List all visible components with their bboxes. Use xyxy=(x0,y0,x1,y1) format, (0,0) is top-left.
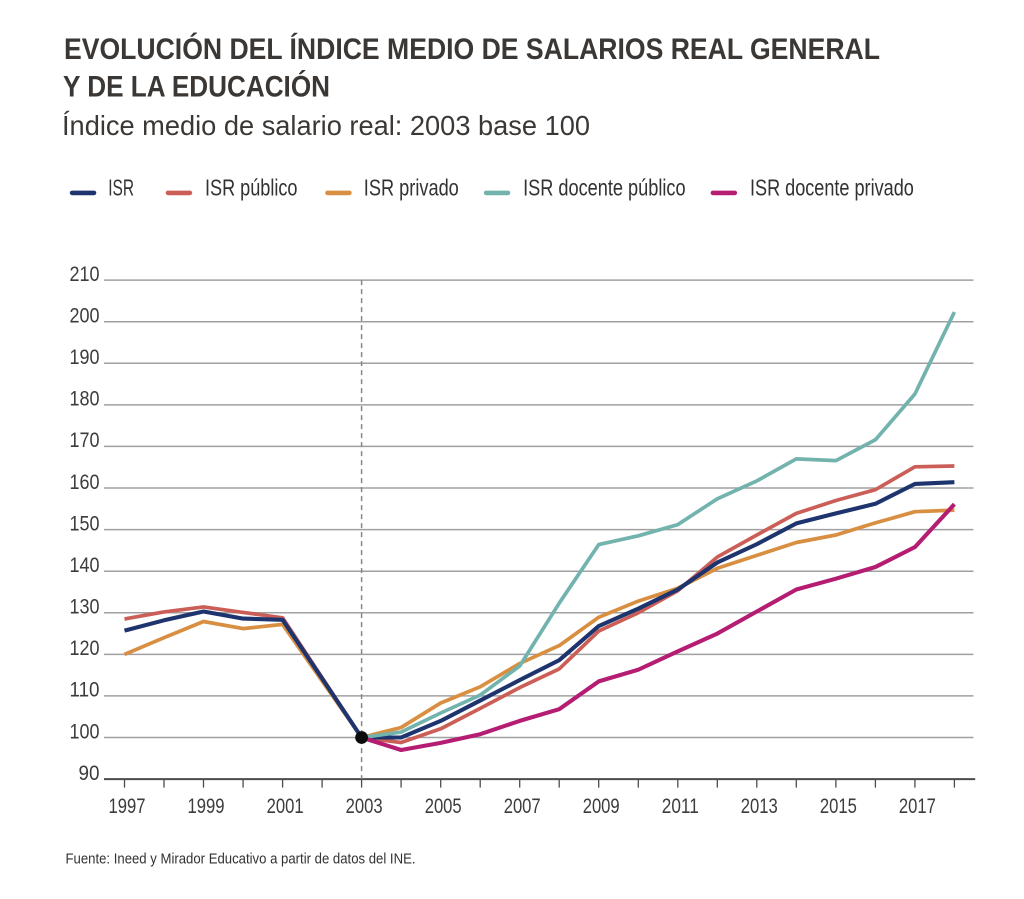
svg-text:140: 140 xyxy=(70,553,100,577)
svg-text:2015: 2015 xyxy=(820,794,857,818)
svg-text:ISR público: ISR público xyxy=(205,174,298,200)
svg-text:2007: 2007 xyxy=(504,794,541,818)
svg-text:2017: 2017 xyxy=(899,794,936,818)
svg-text:210: 210 xyxy=(70,262,100,286)
svg-text:120: 120 xyxy=(70,636,100,660)
svg-text:170: 170 xyxy=(70,428,100,452)
svg-text:EVOLUCIÓN DEL ÍNDICE MEDIO DE: EVOLUCIÓN DEL ÍNDICE MEDIO DE SALARIOS R… xyxy=(64,32,880,66)
svg-text:130: 130 xyxy=(70,595,100,619)
svg-text:150: 150 xyxy=(70,511,100,535)
svg-text:110: 110 xyxy=(70,678,100,702)
svg-text:Índice medio de salario real:: Índice medio de salario real: 2003 base … xyxy=(62,110,590,141)
svg-text:2005: 2005 xyxy=(425,794,462,818)
svg-text:90: 90 xyxy=(79,761,100,785)
svg-text:ISR docente público: ISR docente público xyxy=(523,174,686,200)
svg-text:100: 100 xyxy=(70,719,100,743)
svg-text:ISR: ISR xyxy=(108,174,134,200)
svg-text:2001: 2001 xyxy=(267,794,304,818)
svg-text:Fuente: Ineed y Mirador Educat: Fuente: Ineed y Mirador Educativo a part… xyxy=(66,852,416,868)
svg-text:160: 160 xyxy=(70,470,100,494)
svg-text:2013: 2013 xyxy=(741,794,778,818)
svg-text:1999: 1999 xyxy=(188,794,225,818)
svg-text:ISR privado: ISR privado xyxy=(364,174,459,200)
svg-text:2009: 2009 xyxy=(583,794,620,818)
svg-text:190: 190 xyxy=(70,345,100,369)
svg-text:2003: 2003 xyxy=(346,794,383,818)
svg-text:Y DE LA EDUCACIÓN: Y DE LA EDUCACIÓN xyxy=(63,70,330,104)
svg-text:1997: 1997 xyxy=(109,794,146,818)
svg-text:200: 200 xyxy=(70,304,100,328)
svg-text:2011: 2011 xyxy=(662,794,699,818)
svg-text:ISR docente privado: ISR docente privado xyxy=(750,174,914,200)
svg-text:180: 180 xyxy=(70,387,100,411)
